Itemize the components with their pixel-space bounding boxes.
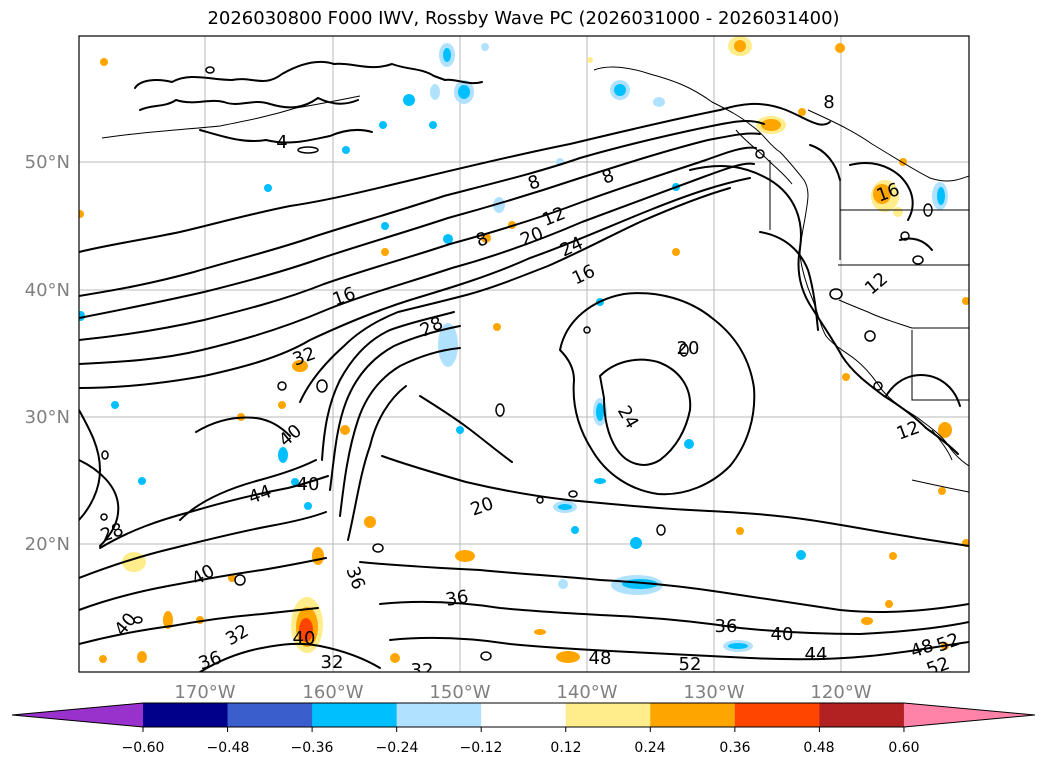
colorbar-segment bbox=[819, 703, 905, 727]
iwv-closed-contours bbox=[100, 66, 933, 661]
contour-label: 48 bbox=[589, 648, 612, 669]
colorbar-tick-label: −0.36 bbox=[291, 740, 334, 756]
contour-label: 20 bbox=[677, 338, 700, 359]
contour-label: 52 bbox=[679, 654, 702, 675]
contour-label: 32 bbox=[321, 652, 344, 673]
anomaly-fills bbox=[79, 36, 969, 663]
contour-label: 40 bbox=[771, 624, 794, 645]
lon-tick-label: 160°W bbox=[302, 682, 363, 703]
colorbar-segment bbox=[396, 703, 482, 727]
colorbar-tick-labels: −0.60 −0.48 −0.36 −0.24 −0.12 0.12 0.24 … bbox=[122, 740, 920, 756]
colorbar-segment bbox=[227, 703, 313, 727]
iwv-contours bbox=[79, 60, 969, 672]
colorbar-segment bbox=[481, 703, 567, 727]
colorbar-segment bbox=[565, 703, 651, 727]
negative-anomaly-patches bbox=[79, 43, 948, 652]
lat-tick-label: 40°N bbox=[25, 280, 70, 301]
colorbar-tick-label: −0.24 bbox=[376, 740, 419, 756]
positive-anomaly-patches bbox=[79, 36, 969, 663]
map-frame bbox=[78, 35, 970, 673]
lat-axis-labels: 50°N 40°N 30°N 20°N bbox=[25, 152, 70, 555]
colorbar-tick-label: −0.48 bbox=[207, 740, 250, 756]
colorbar-extend-max bbox=[903, 703, 1035, 727]
map-panel: 4 8 8 8 8 12 12 12 16 16 16 20 20 20 24 … bbox=[78, 35, 970, 681]
contour-label: 4 bbox=[276, 132, 287, 153]
colorbar-segment bbox=[650, 703, 736, 727]
contour-label: 32 bbox=[411, 660, 434, 681]
contour-label: 40 bbox=[293, 628, 316, 649]
colorbar-tick-label: 0.60 bbox=[888, 740, 919, 756]
colorbar-tick-label: −0.12 bbox=[460, 740, 503, 756]
lon-tick-label: 170°W bbox=[174, 682, 235, 703]
colorbar-tick-label: 0.24 bbox=[634, 740, 665, 756]
coastlines bbox=[101, 66, 969, 493]
colorbar-tick-label: −0.60 bbox=[122, 740, 165, 756]
colorbar-tick-label: 0.12 bbox=[550, 740, 581, 756]
lat-tick-label: 20°N bbox=[25, 534, 70, 555]
colorbar-extend-min bbox=[12, 703, 143, 727]
colorbar-tick-label: 0.36 bbox=[719, 740, 750, 756]
contour-label: 8 bbox=[823, 92, 834, 113]
contour-label: 44 bbox=[805, 644, 828, 665]
colorbar-segment bbox=[143, 703, 229, 727]
contour-label: 52 bbox=[924, 653, 953, 681]
lon-tick-label: 120°W bbox=[810, 682, 871, 703]
colorbar-segment bbox=[312, 703, 398, 727]
lon-tick-label: 130°W bbox=[683, 682, 744, 703]
lon-tick-label: 150°W bbox=[429, 682, 490, 703]
lon-tick-label: 140°W bbox=[556, 682, 617, 703]
map-title: 2026030800 F000 IWV, Rossby Wave PC (202… bbox=[207, 8, 840, 29]
colorbar: −0.60 −0.48 −0.36 −0.24 −0.12 0.12 0.24 … bbox=[11, 702, 1036, 756]
lon-axis-labels: 170°W 160°W 150°W 140°W 130°W 120°W bbox=[174, 682, 871, 703]
contour-label: 36 bbox=[715, 616, 738, 637]
lat-tick-label: 30°N bbox=[25, 407, 70, 428]
colorbar-tick-label: 0.48 bbox=[803, 740, 834, 756]
colorbar-segment bbox=[734, 703, 820, 727]
contour-label: 36 bbox=[444, 586, 470, 611]
lat-tick-label: 50°N bbox=[25, 152, 70, 173]
contour-label: 40 bbox=[297, 474, 320, 495]
